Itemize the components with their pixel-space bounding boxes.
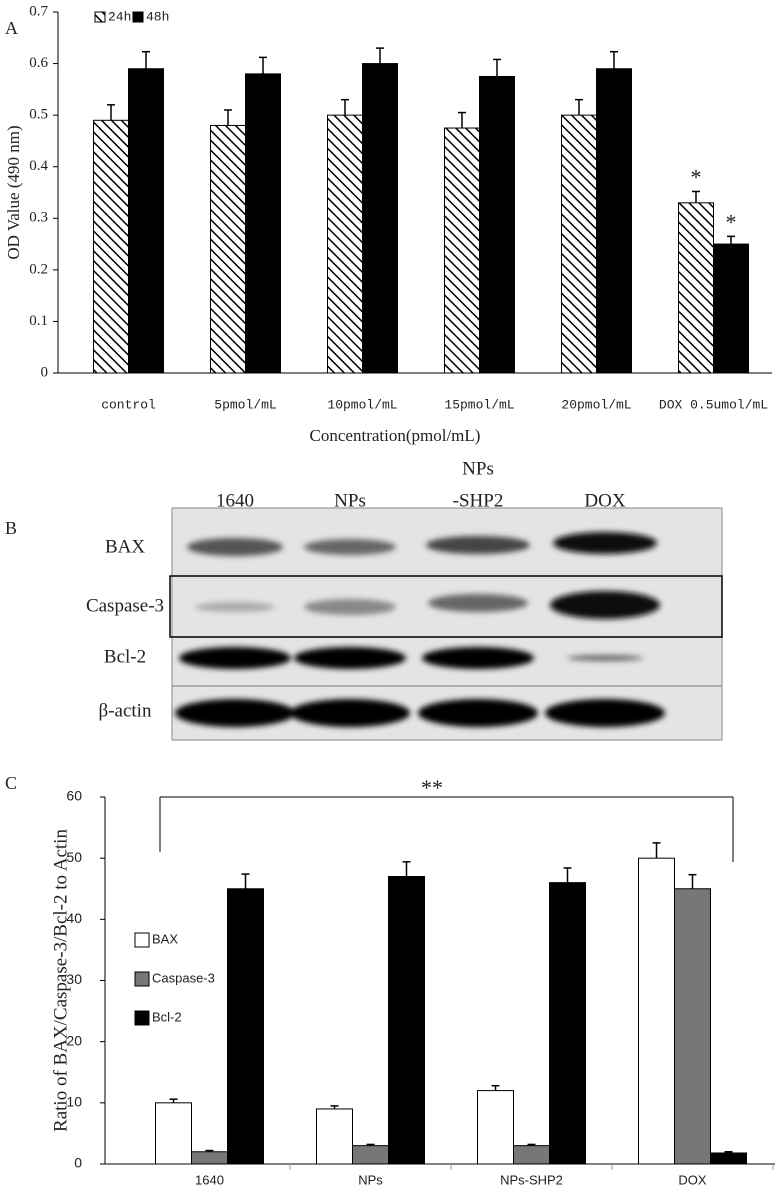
bar xyxy=(710,1152,747,1165)
bar xyxy=(352,1145,389,1165)
bar xyxy=(713,243,749,374)
legend-label: Bcl-2 xyxy=(152,1009,182,1024)
y-tick-label: 0.5 xyxy=(29,107,48,123)
significance: ** xyxy=(421,775,443,800)
y-tick-label: 10 xyxy=(66,1094,82,1110)
bar xyxy=(327,114,363,374)
annotation: * xyxy=(691,165,702,190)
bar xyxy=(128,68,164,374)
bar xyxy=(155,1102,192,1165)
legend-swatch xyxy=(134,971,150,987)
bar xyxy=(674,888,711,1165)
annotation: * xyxy=(726,209,737,234)
bar xyxy=(513,1145,550,1165)
bar xyxy=(93,119,129,374)
lane-label: -SHP2 xyxy=(453,490,504,511)
x-tick-label: NPs xyxy=(358,1172,383,1187)
bar xyxy=(638,857,675,1165)
bar xyxy=(210,124,246,374)
row-label: Bcl-2 xyxy=(104,646,146,667)
y-tick-label: 0.1 xyxy=(29,313,48,329)
legend-swatch xyxy=(134,1010,150,1026)
x-tick-label: 15pmol/mL xyxy=(444,397,514,412)
y-axis-label: OD Value (490 nm) xyxy=(4,125,23,259)
legend-label: Caspase-3 xyxy=(152,970,215,985)
bar xyxy=(549,882,586,1165)
bar xyxy=(227,888,264,1165)
y-tick-label: 30 xyxy=(66,971,82,987)
row-label: BAX xyxy=(105,536,145,557)
bar xyxy=(678,202,714,374)
panel-label: B xyxy=(5,518,17,538)
lane-label: 1640 xyxy=(216,490,254,511)
x-axis-label: Concentration(pmol/mL) xyxy=(310,426,481,445)
western-blot xyxy=(169,507,723,741)
panel-label: A xyxy=(5,18,18,38)
x-tick-label: NPs-SHP2 xyxy=(500,1172,563,1187)
lane-label: NPs xyxy=(334,490,366,511)
legend-label: 24h xyxy=(108,9,131,24)
bar xyxy=(444,127,480,374)
y-tick-label: 20 xyxy=(66,1032,82,1048)
bar xyxy=(561,114,597,374)
x-tick-label: DOX xyxy=(678,1172,707,1187)
y-tick-label: 0.7 xyxy=(29,3,48,19)
legend-label: 48h xyxy=(146,9,169,24)
bar xyxy=(388,876,425,1165)
y-tick-label: 50 xyxy=(66,849,82,865)
y-tick-label: 0.4 xyxy=(29,158,48,174)
panel-label: C xyxy=(5,773,17,793)
y-tick-label: 60 xyxy=(66,788,82,804)
y-tick-label: 0 xyxy=(74,1155,82,1171)
bar xyxy=(477,1090,514,1165)
y-tick-label: 0.6 xyxy=(29,55,48,71)
lane-label: DOX xyxy=(584,490,625,511)
bar xyxy=(596,68,632,374)
y-tick-label: 0.2 xyxy=(29,261,48,277)
x-tick-label: 5pmol/mL xyxy=(214,397,276,412)
y-tick-label: 40 xyxy=(66,910,82,926)
bar xyxy=(479,75,515,374)
y-axis-label: Ratio of BAX/Caspase-3/Bcl-2 to Actin xyxy=(50,829,71,1132)
x-tick-label: 10pmol/mL xyxy=(327,397,397,412)
legend-label: BAX xyxy=(152,931,178,946)
x-tick-label: 1640 xyxy=(195,1172,224,1187)
y-tick-label: 0 xyxy=(41,364,49,380)
bar xyxy=(245,73,281,374)
row-label: Caspase-3 xyxy=(86,595,164,616)
x-tick-label: DOX 0.5umol/mL xyxy=(659,397,768,412)
x-tick-label: 20pmol/mL xyxy=(561,397,631,412)
bar xyxy=(316,1108,353,1165)
bar xyxy=(191,1151,228,1165)
legend-swatch xyxy=(132,11,144,23)
y-tick-label: 0.3 xyxy=(29,210,48,226)
legend-swatch xyxy=(94,11,106,23)
x-tick-label: control xyxy=(101,397,156,412)
row-label: β-actin xyxy=(99,700,152,721)
bar xyxy=(362,63,398,374)
blot-bands xyxy=(175,532,665,727)
legend-swatch xyxy=(134,932,150,948)
lane-label: NPs xyxy=(462,458,494,479)
